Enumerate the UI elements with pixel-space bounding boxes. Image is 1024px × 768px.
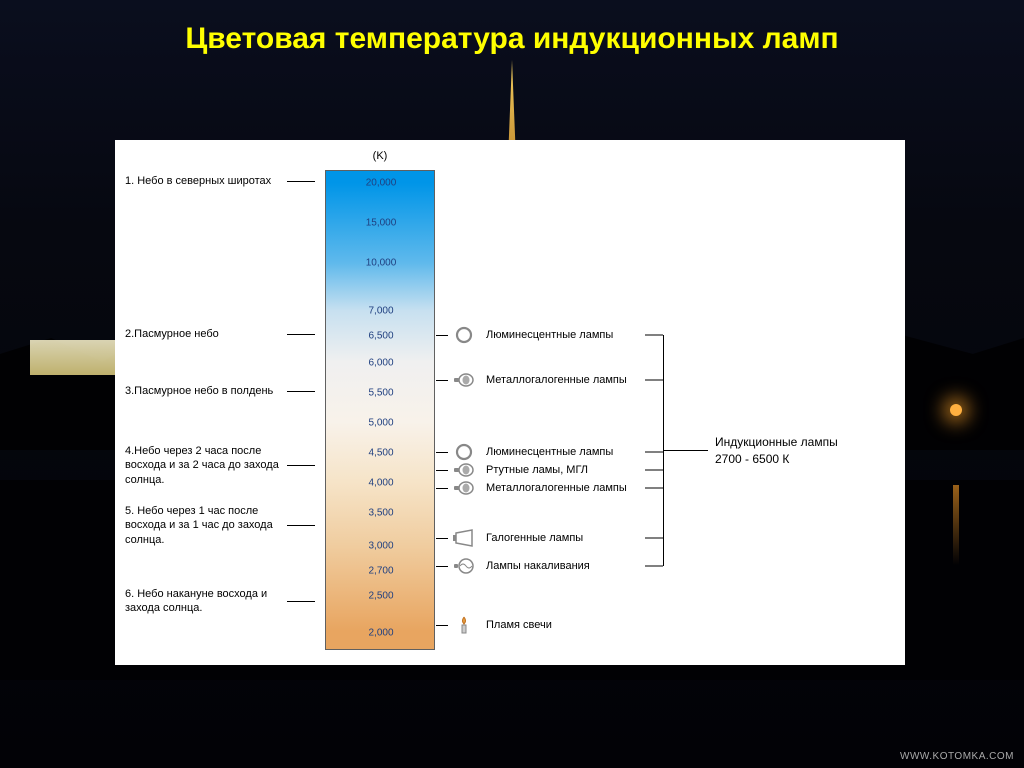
scale-tick: 4,500 <box>326 448 436 459</box>
sky-ref-item: 6. Небо накануне восхода и захода солнца… <box>125 587 285 616</box>
sky-ref-item: 5. Небо через 1 час после восхода и за 1… <box>125 504 285 547</box>
lamp-type-item: Пламя свечи <box>450 616 645 634</box>
range-label-line1: Индукционные лампы <box>715 435 838 449</box>
watermark-text: WWW.KOTOMKA.COM <box>900 751 1014 762</box>
lamp-type-label: Галогенные лампы <box>486 532 645 544</box>
scale-tick: 2,000 <box>326 628 436 639</box>
lamp-type-label: Пламя свечи <box>486 619 645 631</box>
lit-building-left <box>30 340 120 375</box>
lamp-type-label: Ртутные ламы, МГЛ <box>486 464 645 476</box>
lamp-type-item: Ртутные ламы, МГЛ <box>450 461 645 479</box>
scale-tick: 5,000 <box>326 418 436 429</box>
scale-tick: 3,000 <box>326 541 436 552</box>
lamp-type-item: Галогенные лампы <box>450 529 645 547</box>
bulb-icon <box>450 371 478 389</box>
lamp-type-label: Металлогалогенные лампы <box>486 482 645 494</box>
scale-tick: 6,000 <box>326 358 436 369</box>
lamp-type-label: Металлогалогенные лампы <box>486 374 645 386</box>
ring-icon <box>450 326 478 344</box>
scale-tick: 3,500 <box>326 508 436 519</box>
kelvin-gradient-scale: 20,000 15,000 10,000 7,000 6,500 6,000 5,500 5,… <box>325 170 435 650</box>
bracket-connector <box>645 565 663 566</box>
sky-ref-item: 4.Небо через 2 часа после восхода и за 2… <box>125 444 285 487</box>
scale-tick: 2,700 <box>326 566 436 577</box>
lamp-type-item: Металлогалогенные лампы <box>450 371 645 389</box>
lamp-type-label: Люминесцентные лампы <box>486 329 645 341</box>
incand-icon <box>450 557 478 575</box>
range-label-line2: 2700 - 6500 К <box>715 452 789 466</box>
bracket-connector <box>645 335 663 336</box>
kelvin-unit-label: (K) <box>325 150 435 162</box>
bracket-connector <box>645 470 663 471</box>
scale-tick: 5,500 <box>326 388 436 399</box>
scale-tick: 15,000 <box>326 218 436 229</box>
lamp-type-label: Лампы накаливания <box>486 560 645 572</box>
streetlight-glow <box>950 404 962 416</box>
bracket-connector <box>645 538 663 539</box>
slide-title: Цветовая температура индукционных ламп <box>0 20 1024 58</box>
bulb-icon <box>450 461 478 479</box>
scale-tick: 6,500 <box>326 331 436 342</box>
lamp-type-item: Лампы накаливания <box>450 557 645 575</box>
scale-tick: 20,000 <box>326 178 436 189</box>
lamp-type-item: Люминесцентные лампы <box>450 443 645 461</box>
lamp-type-item: Люминесцентные лампы <box>450 326 645 344</box>
bracket-connector <box>645 380 663 381</box>
bulb-icon <box>450 479 478 497</box>
lamp-type-item: Металлогалогенные лампы <box>450 479 645 497</box>
bracket-connector <box>645 488 663 489</box>
induction-range-label: Индукционные лампы 2700 - 6500 К <box>715 434 885 468</box>
lamp-type-label: Люминесцентные лампы <box>486 446 645 458</box>
sky-ref-item: 2.Пасмурное небо <box>125 327 285 341</box>
color-temperature-diagram: (K) 20,000 15,000 10,000 7,000 6,500 6,000 5,5… <box>115 140 905 665</box>
scale-tick: 2,500 <box>326 591 436 602</box>
cone-icon <box>450 529 478 547</box>
candle-icon <box>450 616 478 634</box>
streetlight-reflection <box>953 485 959 565</box>
bracket-connector <box>645 452 663 453</box>
bracket-out-line <box>663 450 708 451</box>
scale-tick: 10,000 <box>326 258 436 269</box>
sky-ref-item: 3.Пасмурное небо в полдень <box>125 384 285 398</box>
ring-icon <box>450 443 478 461</box>
sky-ref-item: 1. Небо в северных широтах <box>125 174 285 188</box>
scale-tick: 4,000 <box>326 478 436 489</box>
scale-tick: 7,000 <box>326 306 436 317</box>
